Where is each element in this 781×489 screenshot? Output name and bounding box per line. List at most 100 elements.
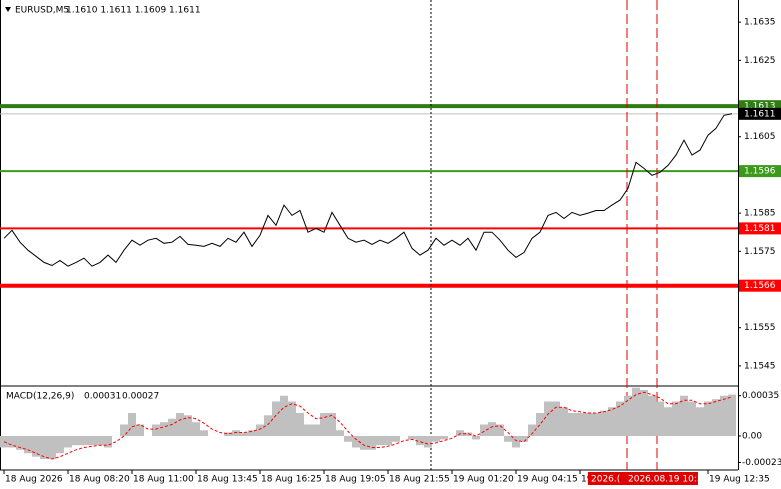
macd-bar (64, 435, 72, 448)
x-tick-label: 19 Aug 01:20 (453, 475, 514, 485)
macd-bar (136, 424, 144, 436)
indicator-title: MACD(12,26,9) (6, 392, 74, 402)
macd-bar (336, 430, 344, 436)
price-line (3, 113, 733, 267)
macd-bar (728, 394, 736, 436)
macd-bar (176, 412, 184, 436)
level-label-bg (739, 165, 781, 178)
macd-bar (680, 395, 688, 436)
menu-arrow[interactable] (5, 7, 11, 12)
macd-bar (512, 435, 520, 448)
macd-bar (600, 410, 608, 436)
signal-line (3, 391, 733, 460)
time-marker-bg (625, 472, 698, 485)
macd-bar (552, 401, 560, 436)
macd-bar (704, 401, 712, 436)
level-label: 1.1613 (744, 102, 776, 112)
symbol-title: EURUSD,M5 (15, 6, 69, 16)
macd-bar (488, 422, 496, 436)
macd-bar (384, 435, 392, 446)
macd-bar (248, 430, 256, 436)
macd-bar (696, 407, 704, 436)
macd-bar (344, 435, 352, 442)
macd-bar (296, 412, 304, 436)
macd-bar (288, 401, 296, 436)
y-tick-label: 1.1545 (744, 361, 776, 371)
macd-bar (712, 399, 720, 436)
macd-bar (440, 435, 448, 440)
macd-bar (264, 415, 272, 436)
y-tick-label: 1.1635 (744, 18, 776, 28)
y-tick-label: 0.00035 (742, 391, 779, 401)
macd-bar (464, 432, 472, 436)
macd-bar (616, 401, 624, 436)
macd-bar (240, 432, 248, 436)
macd-bar (560, 407, 568, 436)
macd-bar (368, 435, 376, 450)
macd-bar (160, 422, 168, 436)
macd-bar (592, 412, 600, 436)
macd-bar (152, 424, 160, 436)
macd-bar (72, 435, 80, 446)
macd-bar (720, 395, 728, 436)
macd-bar (96, 435, 104, 446)
macd-bar (416, 435, 424, 446)
y-tick-label: 1.1585 (744, 209, 776, 219)
macd-bar (352, 435, 360, 448)
level-label: 1.1596 (744, 167, 776, 177)
macd-bar (224, 432, 232, 436)
macd-bar (544, 401, 552, 436)
macd-bar (376, 435, 384, 446)
macd-bar (200, 430, 208, 436)
quote-values: 1.1610 1.1611 1.1609 1.1611 (66, 6, 201, 16)
macd-bar (424, 435, 432, 448)
y-tick-label: 1.1625 (744, 56, 776, 66)
macd-bar (536, 412, 544, 436)
macd-bar (496, 424, 504, 436)
macd-bar (656, 401, 664, 436)
indicator-value: 0.00027 (122, 392, 159, 402)
x-tick-label: 18 Aug 13:45 (197, 475, 258, 485)
y-tick-label: 1.1605 (744, 132, 776, 142)
x-tick-label: 18 Aug 21:55 (389, 475, 450, 485)
macd-bar (648, 395, 656, 436)
level-label-bg (739, 279, 781, 292)
macd-bar (32, 435, 40, 457)
macd-bar (280, 395, 288, 436)
macd-bar (80, 435, 88, 446)
macd-bar (312, 424, 320, 436)
macd-bar (688, 401, 696, 436)
macd-bar (640, 389, 648, 436)
bid-label-bg (739, 107, 781, 120)
macd-bar (16, 435, 24, 450)
macd-bar (520, 435, 528, 442)
x-tick-label: 18 Aug 2026 (5, 475, 63, 485)
x-tick-label: 19 (581, 475, 593, 485)
macd-bar (8, 435, 16, 448)
macd-bar (528, 424, 536, 436)
time-marker-label: 2026.08.19 10:30 (628, 475, 709, 485)
macd-bar (608, 407, 616, 436)
macd-bar (672, 401, 680, 436)
macd-bar (568, 412, 576, 436)
macd-bar (168, 418, 176, 436)
macd-bar (48, 435, 56, 459)
x-tick-label: 19 Aug 12:35 (709, 475, 770, 485)
macd-bar (272, 401, 280, 436)
macd-bar (504, 435, 512, 442)
x-tick-label: 19 Aug 04:15 (517, 475, 578, 485)
x-tick-label: 18 Aug 08:20 (69, 475, 130, 485)
macd-bar (256, 424, 264, 436)
bid-label: 1.1611 (744, 109, 776, 119)
macd-bar (408, 435, 416, 440)
y-tick-label: 0.00 (742, 431, 762, 441)
macd-bar (584, 412, 592, 436)
macd-bar (664, 407, 672, 436)
macd-bar (472, 435, 480, 440)
macd-bar (192, 422, 200, 436)
macd-bar (56, 435, 64, 454)
time-marker-bg (588, 472, 625, 485)
macd-bar (320, 412, 328, 436)
macd-bar (624, 395, 632, 436)
macd-bar (88, 435, 96, 446)
